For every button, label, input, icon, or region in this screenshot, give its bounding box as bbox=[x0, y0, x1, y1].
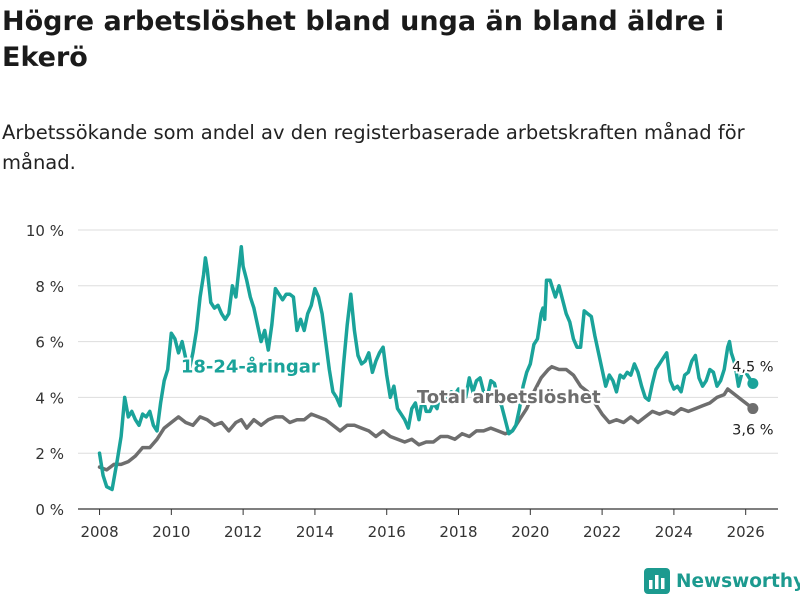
x-tick-label: 2020 bbox=[511, 523, 549, 541]
x-tick-label: 2024 bbox=[655, 523, 693, 541]
newsworthy-logo: Newsworthy bbox=[644, 568, 800, 594]
end-value-label-total: 3,6 % bbox=[732, 423, 773, 439]
bar-chart-logo-icon bbox=[644, 568, 670, 594]
y-tick-label: 10 % bbox=[26, 222, 64, 240]
series-label-total: Total arbetslöshet bbox=[417, 387, 601, 408]
x-tick-label: 2016 bbox=[368, 523, 406, 541]
x-tick-label: 2008 bbox=[80, 523, 118, 541]
x-tick-label: 2014 bbox=[296, 523, 334, 541]
x-tick-label: 2010 bbox=[152, 523, 190, 541]
y-tick-label: 8 % bbox=[35, 278, 64, 296]
brand-name: Newsworthy bbox=[676, 570, 800, 592]
x-tick-label: 2026 bbox=[727, 523, 765, 541]
chart-subtitle: Arbetssökande som andel av den registerb… bbox=[2, 121, 745, 174]
x-tick-label: 2018 bbox=[439, 523, 477, 541]
series-line-18-24 bbox=[97, 244, 755, 492]
series-line-total bbox=[97, 364, 755, 472]
y-tick-label: 2 % bbox=[35, 445, 64, 463]
end-marker-total bbox=[747, 403, 759, 415]
chart-title: Högre arbetslöshet bland unga än bland ä… bbox=[2, 6, 725, 73]
y-tick-label: 6 % bbox=[35, 334, 64, 352]
x-tick-label: 2012 bbox=[224, 523, 262, 541]
x-tick-label: 2022 bbox=[583, 523, 621, 541]
end-marker-18-24 bbox=[747, 377, 759, 389]
end-value-label-18-24: 4,5 % bbox=[732, 359, 773, 375]
series-lines bbox=[97, 244, 759, 492]
axes: 0 % 2 % 4 % 6 % 8 % 10 % 2008 2010 2012 2014 2016 2… bbox=[26, 222, 765, 541]
series-labels: 4,5 % 3,6 % 18-24-åringar Total arbetslöshe… bbox=[179, 353, 776, 440]
series-label-18-24: 18-24-åringar bbox=[181, 355, 320, 377]
y-tick-label: 0 % bbox=[35, 501, 64, 519]
y-tick-label: 4 % bbox=[35, 389, 64, 407]
